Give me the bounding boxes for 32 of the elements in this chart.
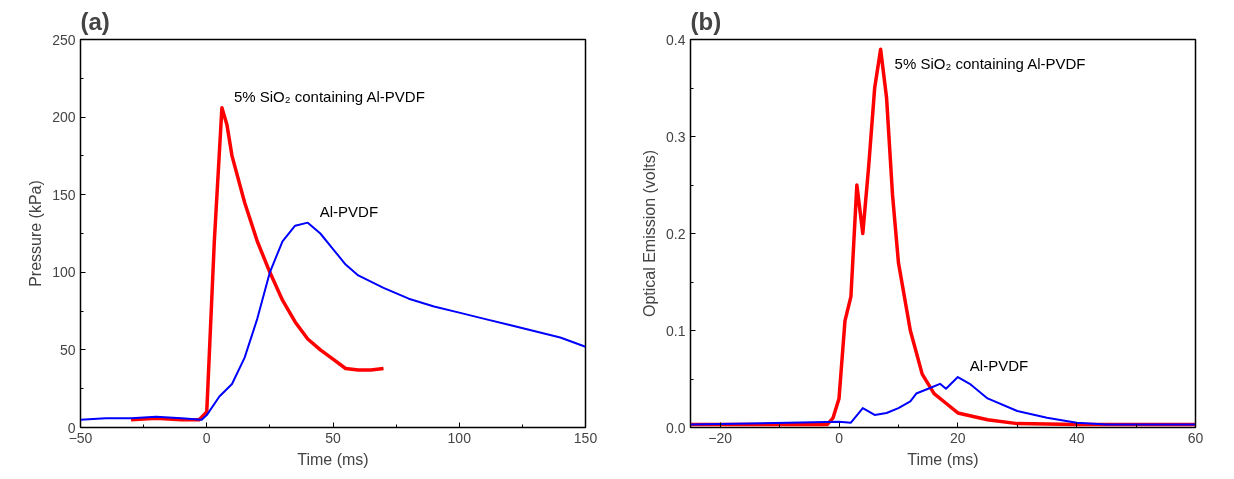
y-tick-label: 0.3 — [666, 128, 686, 145]
y-tick-label: 100 — [52, 264, 76, 281]
x-tick-label: 100 — [447, 429, 472, 446]
x-tick-label: −20 — [708, 429, 733, 446]
y-axis-title: Pressure (kPa) — [27, 180, 45, 287]
y-tick-label: 0.1 — [666, 322, 686, 339]
chart-title: (a) — [80, 7, 110, 35]
y-tick-label: 0.4 — [666, 31, 686, 48]
x-axis-title: Time (ms) — [297, 450, 369, 468]
x-tick-label: 60 — [1187, 429, 1204, 446]
x-tick-label: 150 — [573, 429, 598, 446]
y-tick-label: 0.2 — [666, 225, 686, 242]
line-series — [129, 106, 386, 422]
y-tick-label: 0.0 — [666, 419, 686, 436]
chart-title: (b) — [690, 7, 722, 35]
series-label: 5% SiO₂ containing Al-PVDF — [233, 87, 425, 105]
x-tick-label: 40 — [1068, 429, 1085, 446]
y-tick-label: 250 — [52, 31, 76, 48]
series-label: 5% SiO₂ containing Al-PVDF — [894, 55, 1086, 73]
y-axis-title: Optical Emission (volts) — [641, 149, 659, 318]
series-label: Al-PVDF — [969, 357, 1029, 375]
line-series — [80, 221, 586, 421]
y-tick-label: 150 — [52, 186, 76, 203]
y-tick-label: 200 — [52, 109, 76, 126]
line-series — [690, 376, 1196, 426]
y-tick-label: 50 — [59, 341, 76, 358]
x-tick-label: 0 — [835, 429, 844, 446]
x-tick-label: 20 — [950, 429, 966, 446]
x-axis-title: Time (ms) — [907, 450, 979, 468]
x-tick-label: 50 — [325, 429, 341, 446]
x-tick-label: 0 — [202, 429, 211, 446]
series-label: Al-PVDF — [319, 202, 379, 220]
